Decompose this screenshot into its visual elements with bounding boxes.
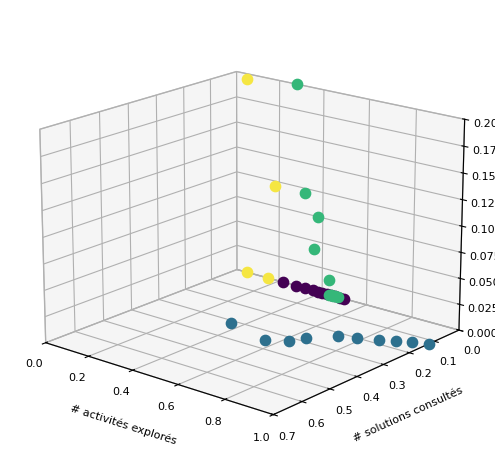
Y-axis label: # solutions consultés: # solutions consultés	[351, 386, 464, 444]
X-axis label: # activités explorés: # activités explorés	[69, 403, 178, 446]
